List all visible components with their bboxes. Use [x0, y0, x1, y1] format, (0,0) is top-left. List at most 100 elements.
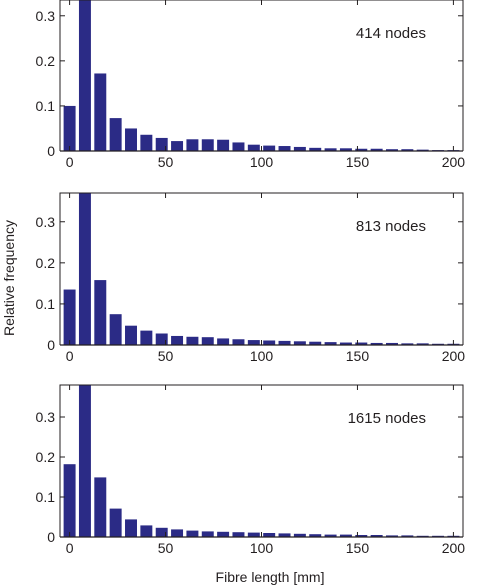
histogram-bar — [217, 338, 230, 345]
histogram-bar — [232, 142, 245, 151]
x-tick-label: 150 — [346, 154, 370, 170]
histogram-bar — [386, 149, 398, 151]
histogram-bar — [155, 137, 168, 151]
x-tick-label: 0 — [66, 540, 74, 556]
x-tick-label: 100 — [250, 348, 274, 364]
histogram-bar — [416, 149, 429, 151]
y-tick-label: 0.1 — [36, 98, 56, 114]
histogram-bar — [94, 477, 107, 537]
histogram-bar — [401, 535, 414, 537]
histogram-bar — [401, 343, 414, 345]
x-tick-label: 100 — [250, 154, 274, 170]
histogram-bar — [309, 534, 322, 537]
x-tick-label: 100 — [250, 540, 274, 556]
y-tick-label: 0.3 — [36, 214, 56, 230]
histogram-bar — [63, 289, 76, 345]
x-axis-label: Fibre length [mm] — [216, 569, 325, 585]
histogram-bar — [186, 139, 199, 151]
x-tick-label: 0 — [66, 348, 74, 364]
histogram-bar — [309, 341, 322, 345]
histogram-bar — [324, 342, 337, 345]
bar-group — [63, 0, 460, 151]
bar-group — [63, 193, 460, 345]
bar-group — [63, 385, 460, 537]
histogram-bar — [309, 147, 322, 151]
histogram-bar — [125, 325, 137, 345]
node-count-annotation: 813 nodes — [356, 218, 426, 235]
histogram-bar — [339, 148, 352, 151]
x-tick-label: 0 — [66, 154, 74, 170]
histogram-bar — [109, 508, 122, 537]
histogram-bar — [78, 193, 91, 345]
histogram-bar — [370, 342, 383, 345]
histogram-bar — [63, 105, 76, 151]
node-count-annotation: 414 nodes — [356, 25, 426, 42]
histogram-panel-3: 0 0.1 0.2 0.3 0 50 100 150 200 1615 nodes — [36, 384, 465, 556]
y-axis-label: Relative frequency — [1, 220, 17, 336]
histogram-bar — [386, 342, 398, 345]
histogram-bar — [370, 535, 383, 537]
histogram-bar — [247, 340, 260, 345]
axes-frame — [59, 0, 464, 151]
histogram-bar — [247, 532, 260, 537]
histogram-bar — [386, 535, 398, 537]
y-tick-label: 0.2 — [36, 255, 56, 271]
y-tick-label: 0.1 — [36, 296, 56, 312]
histogram-panel-1: 0 0.1 0.2 0.3 0 50 100 150 200 414 nodes — [36, 0, 466, 170]
histogram-bar — [339, 342, 352, 345]
histogram-bar — [416, 343, 429, 345]
histogram-bar — [140, 330, 153, 345]
histogram-bar — [355, 342, 368, 345]
y-tick-label: 0 — [47, 337, 55, 353]
histogram-bar — [171, 141, 184, 151]
histogram-bar — [63, 464, 76, 537]
histogram-bar — [94, 280, 107, 345]
histogram-bar — [186, 530, 199, 537]
histogram-bar — [140, 525, 153, 537]
x-tick-label: 50 — [158, 154, 174, 170]
histogram-bar — [324, 534, 337, 537]
x-tick-label: 150 — [346, 348, 370, 364]
y-tick-label: 0.1 — [36, 489, 56, 505]
histogram-bar — [217, 139, 230, 151]
histogram-bar — [186, 336, 199, 345]
histogram-bar — [78, 0, 91, 151]
histogram-bar — [171, 529, 184, 537]
histogram-bar — [355, 148, 368, 151]
histogram-bar — [232, 339, 245, 345]
histogram-bar — [401, 149, 414, 151]
histogram-bar — [324, 148, 337, 151]
histogram-bar — [293, 533, 306, 537]
histogram-bar — [78, 385, 91, 537]
histogram-panel-2: 0 0.1 0.2 0.3 0 50 100 150 200 813 nodes — [36, 192, 466, 364]
histogram-bar — [432, 343, 445, 345]
y-tick-label: 0 — [47, 143, 55, 159]
histogram-bar — [201, 139, 214, 151]
histogram-bar — [355, 535, 368, 537]
x-tick-label: 200 — [442, 154, 466, 170]
histogram-bar — [94, 73, 107, 151]
histogram-bar — [232, 532, 245, 537]
histogram-bar — [125, 128, 137, 151]
histogram-bar — [339, 534, 352, 537]
histogram-bar — [278, 533, 291, 537]
histogram-bar — [278, 340, 291, 345]
histogram-bar — [263, 533, 276, 537]
y-tick-label: 0.3 — [36, 409, 56, 425]
histogram-bar — [263, 145, 276, 151]
y-tick-label: 0 — [47, 529, 55, 545]
histogram-bar — [125, 519, 137, 537]
histogram-bar — [263, 340, 276, 345]
histogram-bar — [201, 531, 214, 537]
histogram-bar — [201, 337, 214, 345]
histogram-bar — [247, 144, 260, 151]
histogram-bar — [109, 314, 122, 345]
histogram-bar — [109, 118, 122, 151]
histogram-bar — [370, 148, 383, 151]
x-tick-label: 200 — [442, 348, 466, 364]
histogram-bar — [293, 341, 306, 345]
histogram-bar — [155, 333, 168, 345]
histogram-bar — [140, 134, 153, 151]
histogram-bar — [155, 527, 168, 537]
